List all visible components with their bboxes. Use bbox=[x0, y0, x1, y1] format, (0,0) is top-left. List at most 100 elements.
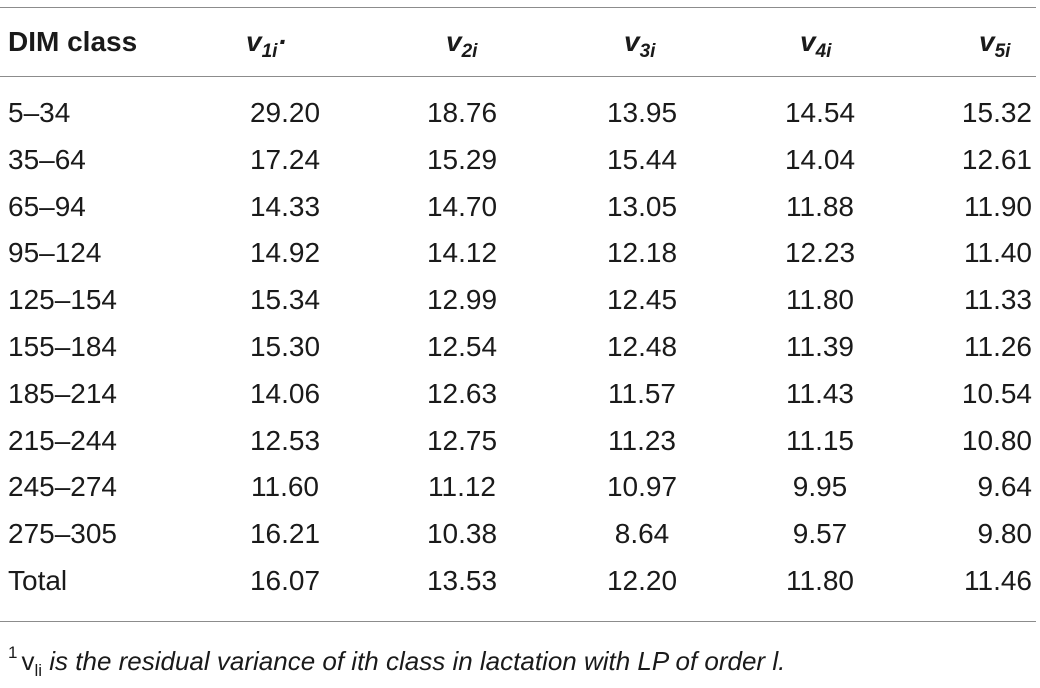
value-cell-col2: 12.99 bbox=[426, 284, 498, 316]
value-cell-col2: 13.53 bbox=[426, 565, 498, 596]
header-v3i: v3i bbox=[624, 22, 655, 62]
value-cell-col5: 11.46 bbox=[964, 565, 1032, 596]
value-cell-col2: 18.76 bbox=[426, 97, 498, 128]
value-cell-col3: 11.57 bbox=[608, 377, 676, 409]
header-v1i-tail: · bbox=[277, 26, 287, 57]
table-row: 125–154 15.34 12.99 12.45 11.80 11.33 bbox=[0, 277, 1040, 323]
header-v4i-sub: 4i bbox=[815, 41, 832, 62]
value-cell-col4: 11.15 bbox=[786, 424, 854, 456]
value-cell-col1: 12.53 bbox=[249, 424, 321, 456]
table-row: 155–184 15.30 12.54 12.48 11.39 11.26 bbox=[0, 324, 1040, 370]
footnote-var: vli bbox=[21, 646, 42, 680]
row-label: 185–214 bbox=[8, 377, 118, 409]
table-row: 65–94 14.33 14.70 13.05 11.88 11.90 bbox=[0, 184, 1040, 230]
value-cell-col3: 8.64 bbox=[614, 518, 670, 550]
value-cell-col3: 11.23 bbox=[608, 424, 676, 456]
table-row: Total 16.07 13.53 12.20 11.80 11.46 bbox=[0, 558, 1040, 604]
value-cell-col1: 14.33 bbox=[249, 190, 321, 222]
header-v2i-sub: 2i bbox=[461, 41, 478, 62]
value-cell-col2: 11.12 bbox=[428, 471, 496, 503]
value-cell-col3: 15.44 bbox=[606, 143, 678, 175]
row-label: 275–305 bbox=[8, 518, 118, 550]
header-v1i-var: v bbox=[246, 26, 262, 57]
footnote-var-letter: v bbox=[21, 646, 35, 676]
value-cell-col5: 12.61 bbox=[961, 143, 1032, 175]
value-cell-col2: 14.12 bbox=[426, 237, 498, 269]
table-row: 95–124 14.92 14.12 12.18 12.23 11.40 bbox=[0, 230, 1040, 276]
value-cell-col3: 12.48 bbox=[606, 331, 678, 362]
value-cell-col2: 15.29 bbox=[426, 143, 498, 175]
table-row: 35–64 17.24 15.29 15.44 14.04 12.61 bbox=[0, 137, 1040, 183]
row-label: 35–64 bbox=[8, 143, 86, 175]
value-cell-col1: 16.21 bbox=[249, 518, 321, 550]
value-cell-col2: 12.75 bbox=[426, 424, 498, 456]
value-cell-col4: 11.80 bbox=[786, 284, 854, 316]
table-row: 275–305 16.21 10.38 8.64 9.57 9.80 bbox=[0, 511, 1040, 557]
value-cell-col3: 12.20 bbox=[606, 565, 678, 596]
footnote-mark: 1 bbox=[8, 643, 18, 662]
value-cell-col4: 11.80 bbox=[786, 565, 854, 596]
value-cell-col5: 15.32 bbox=[961, 97, 1032, 128]
table-row: 5–34 29.20 18.76 13.95 14.54 15.32 bbox=[0, 90, 1040, 136]
value-cell-col4: 9.57 bbox=[792, 518, 848, 550]
row-label: 5–34 bbox=[8, 97, 71, 128]
value-cell-col3: 10.97 bbox=[606, 471, 678, 503]
header-dim-class: DIM class bbox=[8, 26, 138, 57]
value-cell-col4: 12.23 bbox=[784, 237, 856, 269]
value-cell-col1: 17.24 bbox=[249, 143, 321, 175]
row-label: 245–274 bbox=[8, 471, 118, 503]
value-cell-col2: 10.38 bbox=[426, 518, 498, 550]
value-cell-col5: 9.64 bbox=[977, 471, 1033, 503]
value-cell-col1: 15.34 bbox=[249, 284, 321, 316]
footnote-text: is the residual variance of ith class in… bbox=[42, 646, 786, 676]
value-cell-col5: 10.54 bbox=[961, 377, 1032, 409]
value-cell-col2: 12.63 bbox=[426, 377, 498, 409]
value-cell-col5: 11.90 bbox=[964, 190, 1032, 222]
value-cell-col1: 14.92 bbox=[249, 237, 321, 269]
value-cell-col1: 11.60 bbox=[251, 471, 319, 503]
footnote: 1 vli is the residual variance of ith cla… bbox=[8, 636, 785, 688]
row-label: Total bbox=[8, 565, 68, 596]
value-cell-col4: 14.54 bbox=[784, 97, 856, 128]
footnote-var-sub: li bbox=[34, 661, 43, 680]
header-v3i-var: v bbox=[624, 26, 640, 57]
value-cell-col5: 11.26 bbox=[964, 331, 1032, 362]
value-cell-col5: 10.80 bbox=[961, 424, 1032, 456]
header-rule bbox=[0, 76, 1036, 77]
value-cell-col5: 11.33 bbox=[964, 284, 1032, 316]
value-cell-col2: 14.70 bbox=[426, 190, 498, 222]
header-v5i-sub: 5i bbox=[994, 41, 1011, 62]
value-cell-col3: 13.05 bbox=[606, 190, 678, 222]
table-row: 245–274 11.60 11.12 10.97 9.95 9.64 bbox=[0, 464, 1040, 510]
value-cell-col4: 9.95 bbox=[792, 471, 848, 503]
header-v4i: v4i bbox=[800, 22, 831, 62]
value-cell-col2: 12.54 bbox=[426, 331, 498, 362]
value-cell-col4: 11.43 bbox=[786, 377, 854, 409]
header-v5i-var: v bbox=[979, 26, 995, 57]
top-rule bbox=[0, 7, 1036, 8]
header-v5i: v5i bbox=[979, 22, 1010, 62]
row-label: 95–124 bbox=[8, 237, 102, 269]
row-label: 65–94 bbox=[8, 190, 86, 222]
row-label: 215–244 bbox=[8, 424, 118, 456]
row-label: 125–154 bbox=[8, 284, 118, 316]
value-cell-col3: 12.45 bbox=[606, 284, 678, 316]
value-cell-col3: 12.18 bbox=[606, 237, 678, 269]
bottom-rule bbox=[0, 621, 1036, 622]
table-row: 185–214 14.06 12.63 11.57 11.43 10.54 bbox=[0, 371, 1040, 417]
value-cell-col3: 13.95 bbox=[606, 97, 678, 128]
header-v1i-sub: 1i bbox=[261, 41, 278, 62]
header-v2i: v2i bbox=[446, 22, 477, 62]
value-cell-col1: 14.06 bbox=[249, 377, 321, 409]
header-v1i: v1i· bbox=[246, 22, 287, 62]
value-cell-col1: 15.30 bbox=[249, 331, 321, 362]
value-cell-col4: 11.88 bbox=[786, 190, 854, 222]
value-cell-col4: 11.39 bbox=[786, 331, 854, 362]
header-v3i-sub: 3i bbox=[639, 41, 656, 62]
table-row: 215–244 12.53 12.75 11.23 11.15 10.80 bbox=[0, 418, 1040, 464]
value-cell-col1: 29.20 bbox=[249, 97, 321, 128]
value-cell-col4: 14.04 bbox=[784, 143, 856, 175]
value-cell-col1: 16.07 bbox=[249, 565, 321, 596]
header-v2i-var: v bbox=[446, 26, 462, 57]
